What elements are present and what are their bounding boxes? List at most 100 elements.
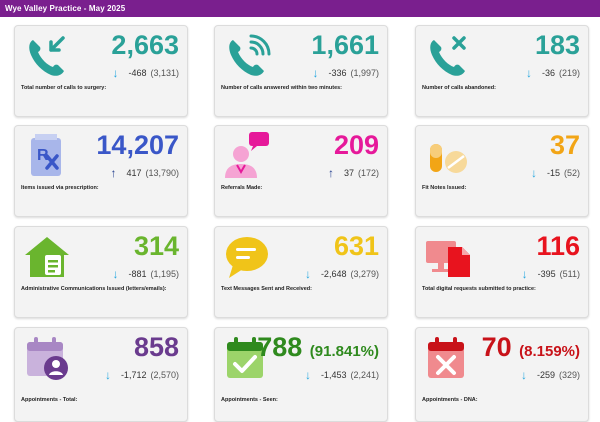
kpi-previous-value: (52) <box>563 168 580 178</box>
kpi-label: Items issued via prescription: <box>21 185 99 191</box>
kpi-card-calls-answered: 1,661 ↓ -336 (1,997) Number of calls ans… <box>214 25 388 117</box>
kpi-change-value: -2,648 <box>320 269 347 279</box>
arrow-down-icon: ↓ <box>304 368 311 382</box>
kpi-change-value: 37 <box>343 168 354 178</box>
kpi-value: 14,207 <box>96 130 179 160</box>
phone-incoming-icon <box>23 32 71 80</box>
kpi-label: Text Messages Sent and Received: <box>221 286 312 292</box>
kpi-percentage: (91.841%) <box>309 343 379 360</box>
kpi-card-referrals: 209 ↑ 37 (172) Referrals Made: <box>214 125 388 217</box>
arrow-up-icon: ↑ <box>110 166 117 180</box>
kpi-card-prescriptions: R 14,207 ↑ 417 (13,790) Items issued via… <box>14 125 188 217</box>
kpi-change: ↑ 37 (172) <box>328 166 379 180</box>
pills-icon <box>424 132 472 180</box>
phone-missed-icon <box>424 32 472 80</box>
kpi-card-calls-total: 2,663 ↓ -468 (3,131) Total number of cal… <box>14 25 188 117</box>
kpi-change: ↓ -395 (511) <box>522 267 580 281</box>
kpi-label: Appointments - Seen: <box>221 397 278 403</box>
kpi-previous-value: (172) <box>357 168 379 178</box>
kpi-change-value: -15 <box>546 168 560 178</box>
kpi-change-value: -36 <box>541 68 555 78</box>
kpi-previous-value: (219) <box>558 68 580 78</box>
kpi-card-fit-notes: 37 ↓ -15 (52) Fit Notes Issued: <box>415 125 589 217</box>
doctor-referral-icon <box>223 132 271 180</box>
prescription-icon: R <box>23 132 71 180</box>
chat-bubble-icon <box>223 233 271 281</box>
kpi-value: 116 <box>536 231 580 261</box>
kpi-change-value: -259 <box>536 370 555 380</box>
arrow-down-icon: ↓ <box>520 368 527 382</box>
dashboard-header: Wye Valley Practice - May 2025 <box>0 0 600 17</box>
kpi-value: 858 <box>133 332 179 362</box>
arrow-down-icon: ↓ <box>112 66 119 80</box>
calendar-check-icon <box>223 334 271 382</box>
arrow-down-icon: ↓ <box>304 267 311 281</box>
arrow-down-icon: ↓ <box>530 166 537 180</box>
kpi-value: 1,661 <box>311 30 379 60</box>
kpi-value: 788 (91.841%) <box>257 332 379 362</box>
kpi-previous-value: (1,195) <box>150 269 179 279</box>
kpi-previous-value: (3,279) <box>350 269 379 279</box>
kpi-change: ↓ -15 (52) <box>531 166 580 180</box>
kpi-percentage: (8.159%) <box>519 343 580 360</box>
kpi-change: ↓ -336 (1,997) <box>312 66 379 80</box>
kpi-card-digital-requests: 116 ↓ -395 (511) Total digital requests … <box>415 226 589 318</box>
calendar-person-icon <box>23 334 71 382</box>
kpi-card-text-messages: 631 ↓ -2,648 (3,279) Text Messages Sent … <box>214 226 388 318</box>
arrow-down-icon: ↓ <box>521 267 528 281</box>
kpi-change: ↓ -468 (3,131) <box>112 66 179 80</box>
kpi-previous-value: (2,570) <box>150 370 179 380</box>
kpi-card-appointments-dna: 70 (8.159%) ↓ -259 (329) Appointments - … <box>415 327 589 422</box>
kpi-change: ↓ -36 (219) <box>526 66 580 80</box>
kpi-change-value: -1,453 <box>320 370 347 380</box>
kpi-card-calls-abandoned: 183 ↓ -36 (219) Number of calls abandone… <box>415 25 589 117</box>
kpi-label: Fit Notes Issued: <box>422 185 467 191</box>
kpi-previous-value: (2,241) <box>350 370 379 380</box>
arrow-down-icon: ↓ <box>525 66 532 80</box>
kpi-change: ↓ -881 (1,195) <box>112 267 179 281</box>
kpi-change-value: -336 <box>328 68 347 78</box>
kpi-change: ↑ 417 (13,790) <box>110 166 179 180</box>
header-title: Wye Valley Practice - May 2025 <box>5 4 126 13</box>
phone-ringing-icon <box>223 32 271 80</box>
kpi-previous-value: (511) <box>559 269 580 279</box>
arrow-down-icon: ↓ <box>312 66 319 80</box>
kpi-previous-value: (329) <box>558 370 580 380</box>
kpi-label: Number of calls answered within two minu… <box>221 85 343 91</box>
kpi-label: Total number of calls to surgery: <box>21 85 107 91</box>
kpi-label: Appointments - Total: <box>21 397 78 403</box>
calendar-cross-icon <box>424 334 472 382</box>
kpi-label: Administrative Communications Issued (le… <box>21 286 167 292</box>
arrow-up-icon: ↑ <box>327 166 334 180</box>
kpi-label: Total digital requests submitted to prac… <box>422 286 536 292</box>
arrow-down-icon: ↓ <box>112 267 119 281</box>
kpi-value: 209 <box>333 130 379 160</box>
kpi-change: ↓ -1,453 (2,241) <box>305 368 379 382</box>
kpi-value: 314 <box>133 231 179 261</box>
kpi-change-value: -881 <box>128 269 147 279</box>
kpi-label: Number of calls abandoned: <box>422 85 496 91</box>
kpi-previous-value: (3,131) <box>150 68 179 78</box>
kpi-change: ↓ -1,712 (2,570) <box>105 368 179 382</box>
kpi-change-value: -468 <box>128 68 147 78</box>
kpi-label: Referrals Made: <box>221 185 263 191</box>
kpi-card-appointments-seen: 788 (91.841%) ↓ -1,453 (2,241) Appointme… <box>214 327 388 422</box>
home-document-icon <box>23 233 71 281</box>
kpi-card-appointments-total: 858 ↓ -1,712 (2,570) Appointments - Tota… <box>14 327 188 422</box>
kpi-value: 183 <box>534 30 580 60</box>
kpi-change: ↓ -2,648 (3,279) <box>305 267 379 281</box>
kpi-label: Appointments - DNA: <box>422 397 478 403</box>
kpi-change-value: 417 <box>126 168 142 178</box>
digital-request-icon <box>424 233 472 281</box>
kpi-previous-value: (1,997) <box>350 68 379 78</box>
kpi-value: 37 <box>549 130 580 160</box>
kpi-change-value: -395 <box>537 269 556 279</box>
kpi-value: 631 <box>333 231 379 261</box>
kpi-value: 70 (8.159%) <box>481 332 580 362</box>
kpi-card-admin-communications: 314 ↓ -881 (1,195) Administrative Commun… <box>14 226 188 318</box>
kpi-change-value: -1,712 <box>120 370 147 380</box>
kpi-change: ↓ -259 (329) <box>521 368 580 382</box>
kpi-previous-value: (13,790) <box>145 168 179 178</box>
arrow-down-icon: ↓ <box>104 368 111 382</box>
kpi-value: 2,663 <box>111 30 179 60</box>
